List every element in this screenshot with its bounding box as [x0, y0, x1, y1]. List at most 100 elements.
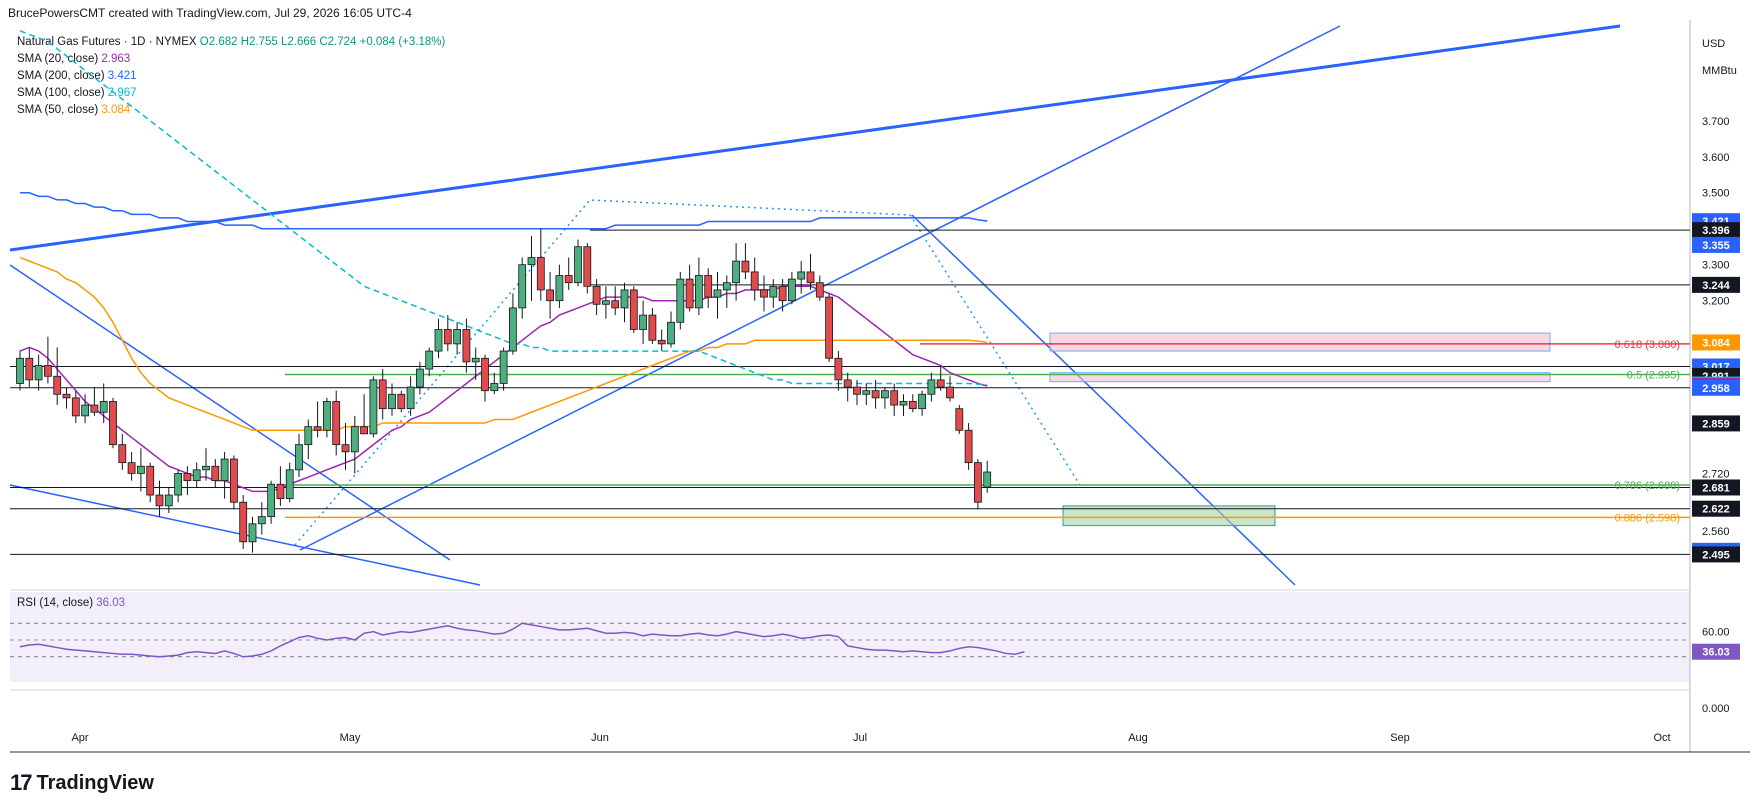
candle-body: [834, 357, 843, 381]
candle-body: [220, 458, 229, 482]
legend-sma100[interactable]: SMA (100, close) 2.967: [17, 85, 445, 102]
candle-body: [871, 390, 880, 399]
sma20-value: 2.963: [101, 53, 131, 65]
candle-body: [99, 401, 108, 413]
candle-body: [248, 523, 257, 543]
fib-level-label: 0.786 (2.688): [1615, 480, 1680, 492]
legend-sma20[interactable]: SMA (20, close) 2.963: [17, 51, 445, 68]
candle-body: [546, 289, 554, 302]
candle-body: [853, 386, 861, 395]
price-tag: [1692, 415, 1740, 432]
candle-body: [629, 289, 638, 330]
candle-body: [276, 483, 285, 500]
candle-body: [127, 462, 136, 474]
candle-body: [667, 321, 675, 345]
sma50-value: 3.084: [101, 104, 131, 116]
price-tag-label: 2.495: [1702, 549, 1730, 561]
price-tick-label: 2.560: [1702, 526, 1730, 538]
legend-symbol-row[interactable]: Natural Gas Futures · 1D · NYMEX O2.682 …: [17, 34, 445, 51]
legend-sma50[interactable]: SMA (50, close) 3.084: [17, 102, 445, 119]
candle-body: [676, 278, 685, 323]
candle-body: [657, 339, 666, 345]
candle-body: [360, 426, 369, 435]
unit-label: MMBtu: [1702, 65, 1737, 77]
sma50-label: SMA (50, close): [17, 104, 99, 116]
legend-sma200[interactable]: SMA (200, close) 3.421: [17, 68, 445, 85]
candle-body: [508, 307, 517, 352]
candle-body: [369, 379, 378, 435]
candle-body: [518, 264, 527, 309]
candle-body: [415, 368, 424, 388]
candle-body: [685, 278, 694, 309]
candle-body: [918, 393, 926, 410]
candle-body: [34, 365, 43, 381]
candle-body: [927, 379, 936, 395]
sma20-label: SMA (20, close): [17, 53, 99, 65]
candle-body: [499, 350, 508, 384]
price-tick-label: 3.200: [1702, 296, 1730, 308]
candle-body: [388, 393, 396, 410]
price-tag: [1692, 276, 1740, 293]
upper-channel-line: [9, 24, 1621, 252]
candle-body: [257, 516, 266, 525]
candle-body: [983, 471, 992, 488]
candle-body: [843, 379, 852, 388]
resistance-zone-lower: [1049, 372, 1551, 383]
price-tick-label: 3.700: [1702, 116, 1730, 128]
candle-body: [443, 329, 452, 345]
candle-body: [183, 473, 192, 482]
candle-body: [639, 314, 647, 330]
candle-body: [899, 401, 908, 406]
candle-body: [862, 390, 871, 395]
price-tag-label: 2.681: [1702, 482, 1730, 494]
candle-body: [881, 390, 889, 399]
candle-body: [71, 397, 80, 417]
candle-body: [267, 483, 276, 518]
candle-body: [285, 469, 294, 500]
candle-body: [574, 246, 582, 284]
tradingview-brand[interactable]: 17 TradingView: [10, 770, 154, 796]
candle-body: [611, 300, 620, 309]
candle-body: [397, 393, 406, 410]
candle-body: [946, 386, 954, 399]
price-tag: [1692, 334, 1740, 351]
sma200-label: SMA (200, close): [17, 70, 105, 82]
candle-body: [564, 275, 573, 284]
candle-body: [164, 494, 173, 507]
candle-body: [732, 260, 740, 284]
symbol-title[interactable]: Natural Gas Futures · 1D · NYMEX: [17, 36, 197, 48]
sma100-label: SMA (100, close): [17, 87, 105, 99]
price-tag-label: 3.396: [1702, 225, 1730, 237]
rsi-legend[interactable]: RSI (14, close) 36.03: [17, 597, 125, 609]
candle-body: [750, 271, 759, 291]
candle-body: [136, 465, 145, 474]
sma-100-line: [19, 30, 988, 386]
chart-legend: Natural Gas Futures · 1D · NYMEX O2.682 …: [17, 34, 445, 119]
candle-body: [146, 465, 155, 496]
fib-level-label: 0.886 (2.598): [1615, 512, 1680, 524]
rsi-value-tag-label: 36.03: [1702, 647, 1730, 659]
price-tag: [1692, 546, 1740, 563]
price-tag: [1692, 500, 1740, 517]
candle-body: [648, 314, 657, 341]
candle-body: [202, 465, 210, 471]
candle-body: [453, 329, 462, 345]
candle-body: [722, 282, 731, 291]
rsi-tick-label: 0.000: [1702, 703, 1730, 715]
fib-level-label: 0.618 (3.080): [1615, 339, 1680, 351]
ohlc-values: O2.682 H2.755 L2.666 C2.724 +0.084 (+3.1…: [199, 36, 446, 48]
candle-body: [806, 271, 815, 284]
sma200-value: 3.421: [107, 70, 137, 82]
tradingview-logo-icon: 17: [10, 770, 33, 795]
time-axis-label: Sep: [1390, 732, 1410, 744]
falling-trendline: [911, 214, 1296, 586]
rsi-label-text: RSI (14, close): [17, 597, 94, 609]
candle-body: [350, 426, 359, 453]
price-tick-label: 3.500: [1702, 188, 1730, 200]
price-tag-label: 3.244: [1702, 280, 1730, 292]
price-tag-label: 2.859: [1702, 418, 1730, 430]
candle-body: [62, 393, 71, 399]
candle-body: [620, 289, 629, 309]
candle-body: [174, 473, 183, 496]
